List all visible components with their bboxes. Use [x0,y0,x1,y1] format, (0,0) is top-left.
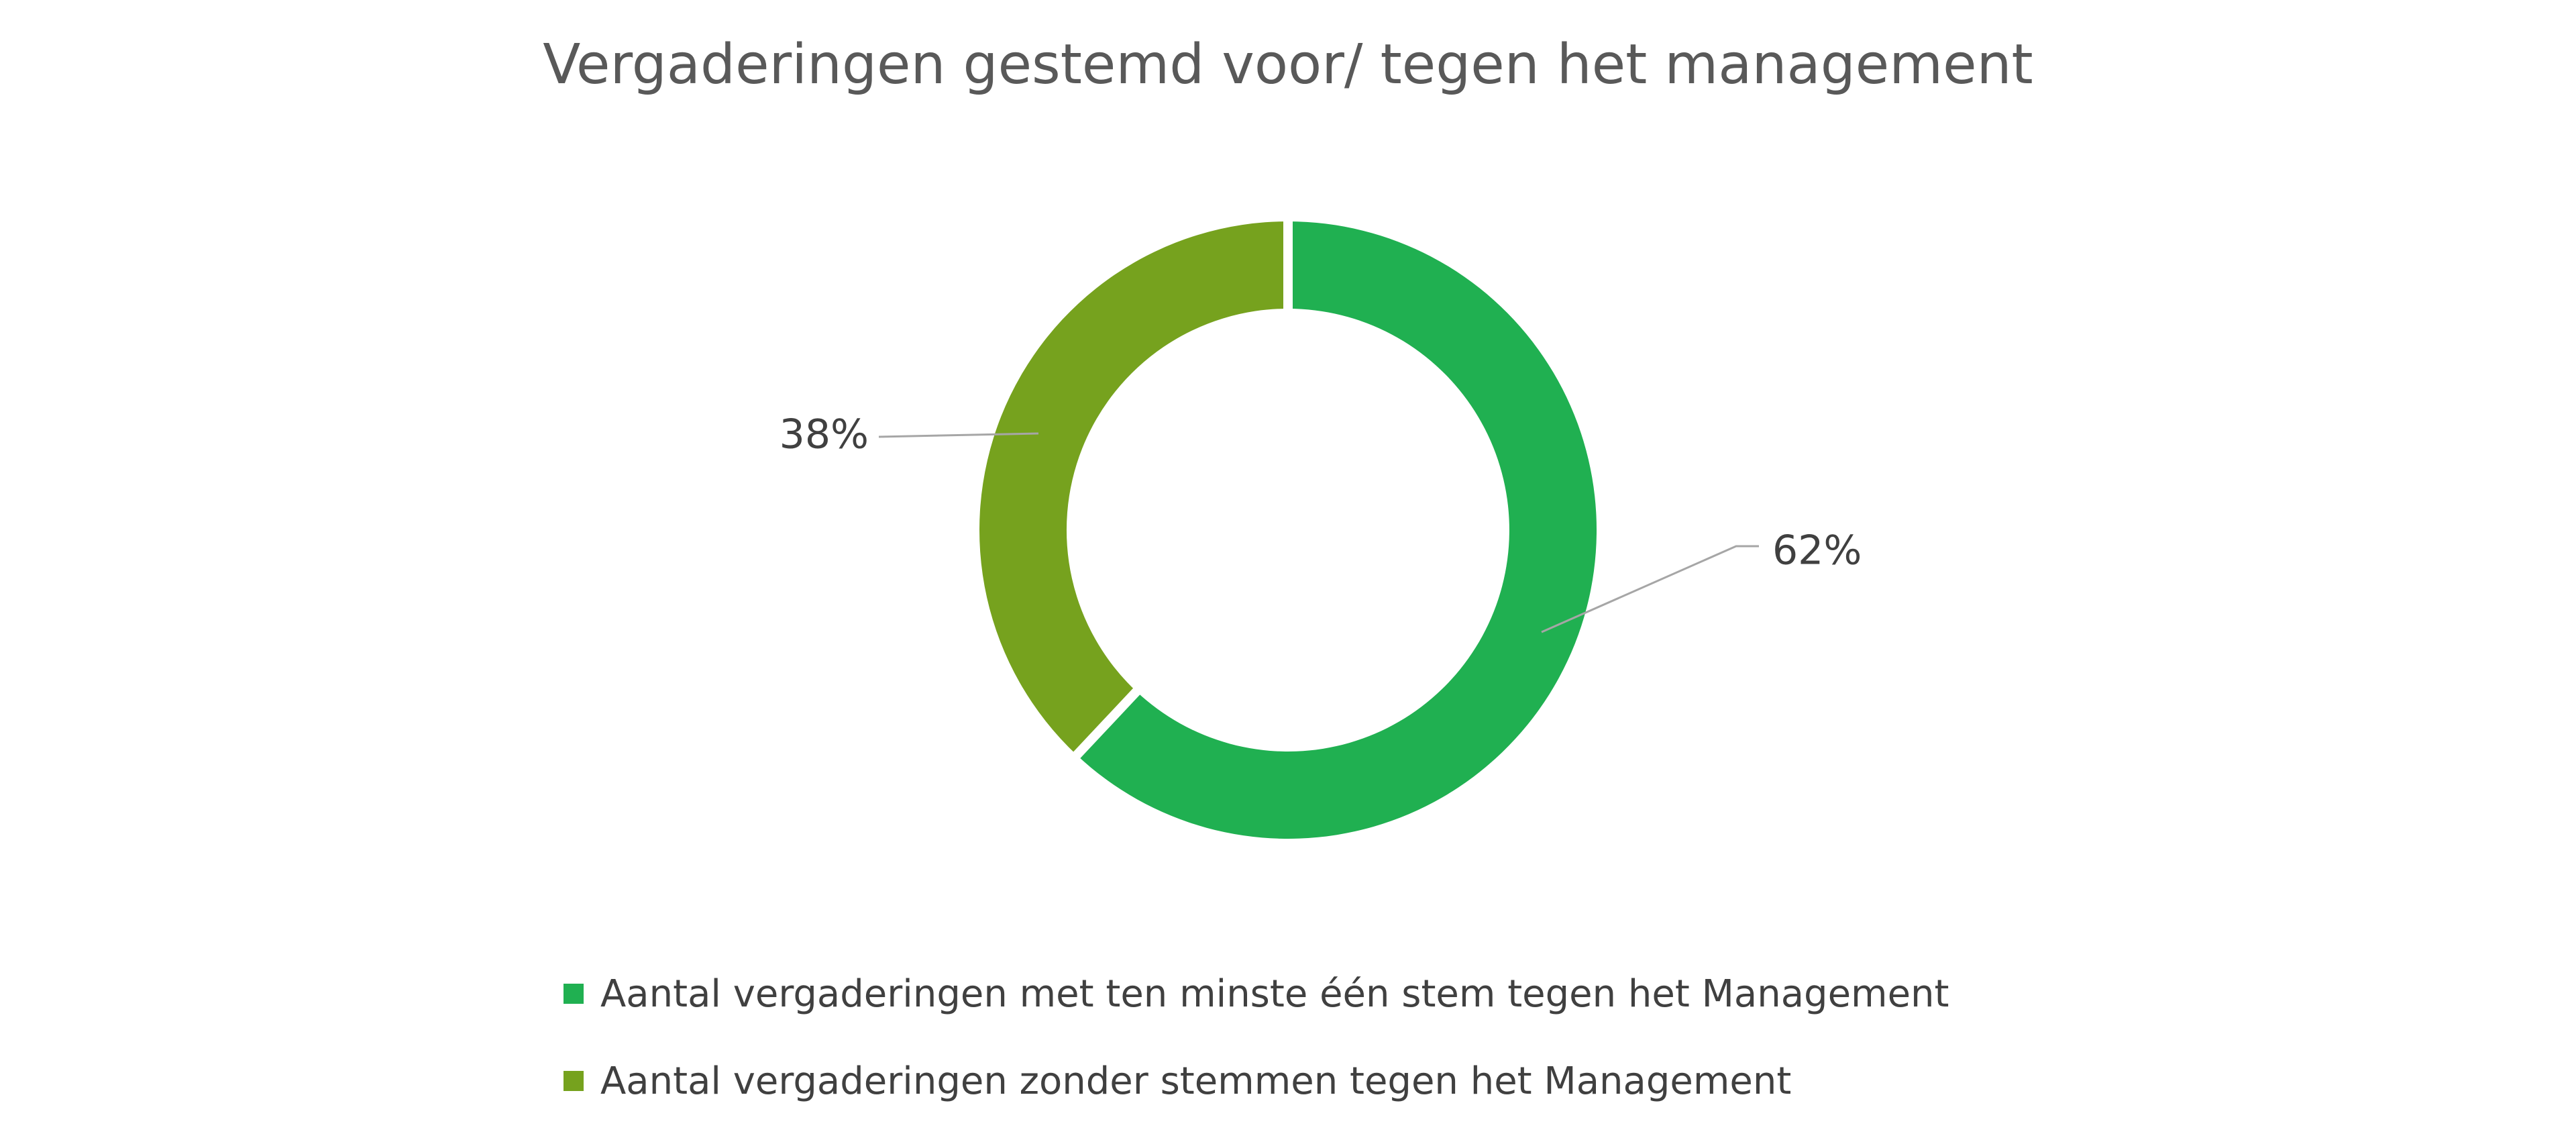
leader-line-38pct [878,432,1039,438]
data-label-38: 38% [779,411,869,458]
legend-swatch-green [564,984,584,1004]
donut-slice-38pct [979,221,1288,756]
legend-swatch-olive [564,1071,584,1091]
slice-separator [1067,683,1145,764]
legend-label-no-votes-against: Aantal vergaderingen zonder stemmen tege… [600,1059,1792,1103]
legend-item-no-votes-against: Aantal vergaderingen zonder stemmen tege… [564,1057,1949,1104]
data-label-62: 62% [1772,527,1862,574]
legend-label-voted-against: Aantal vergaderingen met ten minste één … [600,972,1949,1016]
legend-item-voted-against: Aantal vergaderingen met ten minste één … [564,970,1949,1017]
legend: Aantal vergaderingen met ten minste één … [564,970,1949,1138]
chart-title: Vergaderingen gestemd voor/ tegen het ma… [543,33,2033,97]
donut-slice-62pct [1077,221,1597,839]
leader-line-62pct [1541,545,1759,633]
